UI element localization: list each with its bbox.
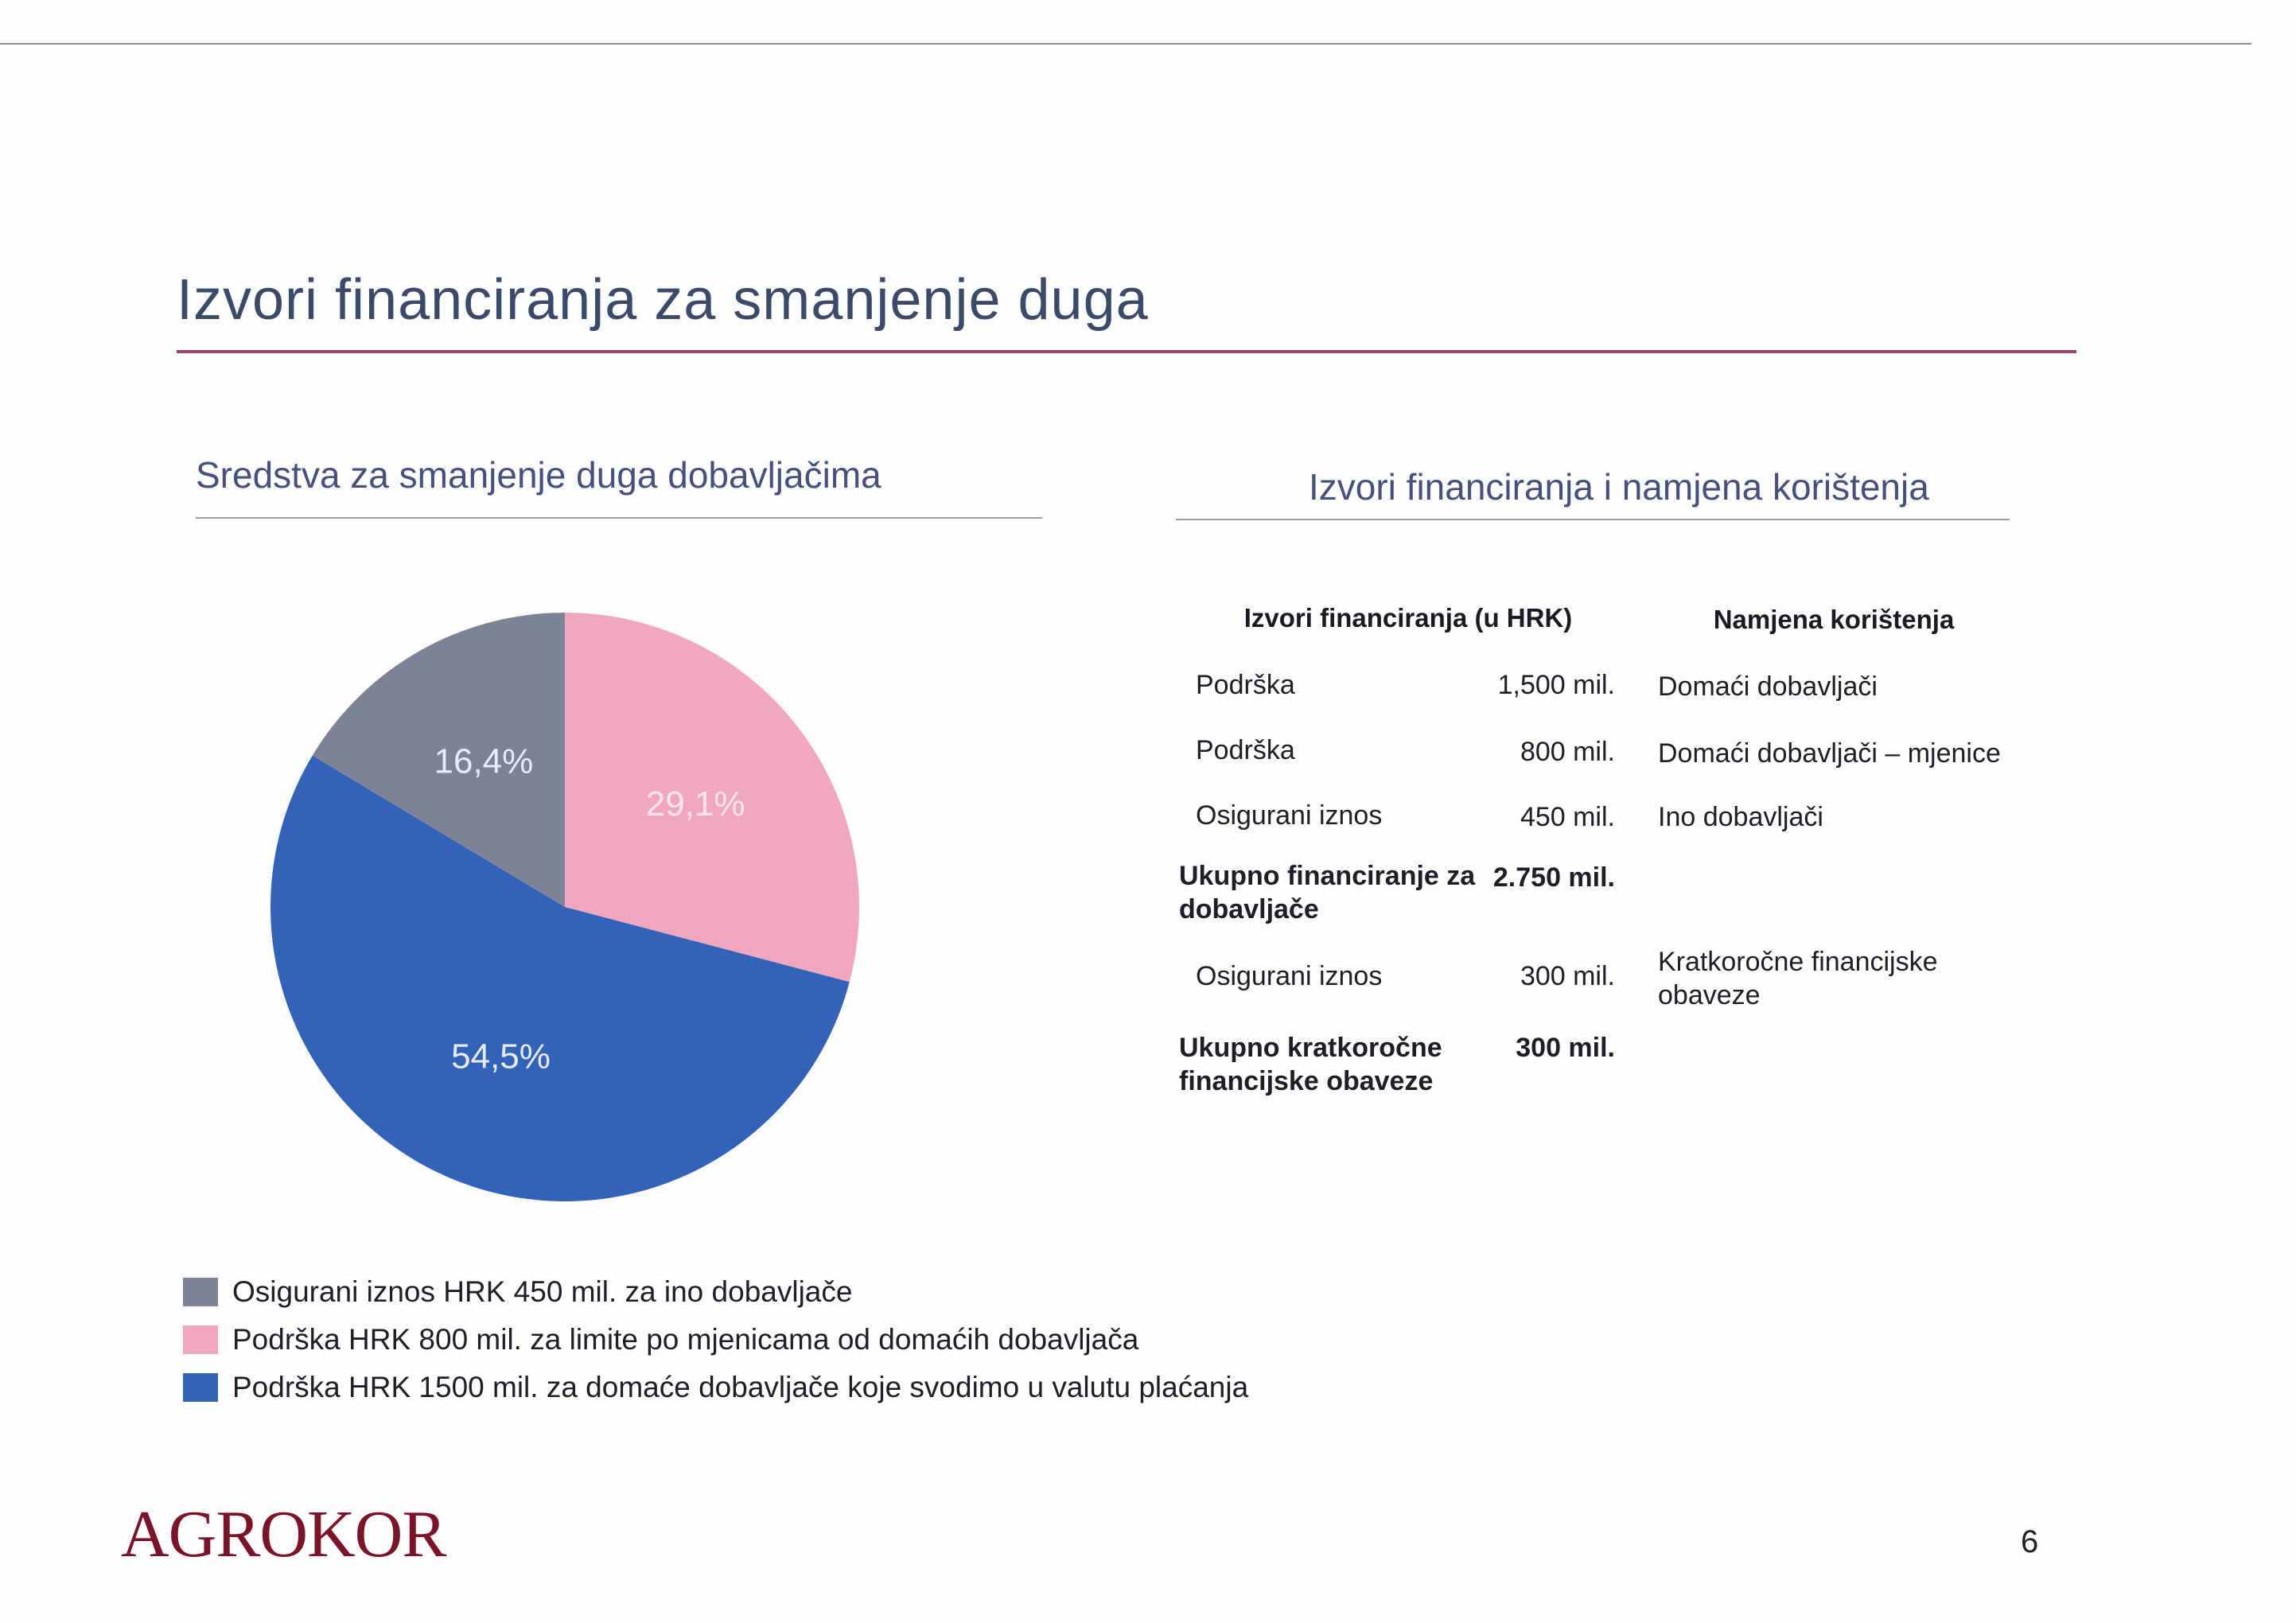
row-amount: 1,500 mil. bbox=[1497, 670, 1615, 700]
slice-label-pink: 29,1% bbox=[646, 784, 745, 823]
row-label: Osigurani iznos bbox=[1196, 961, 1383, 991]
table-section-title: Izvori financiranja i namjena korištenja bbox=[1309, 466, 1929, 508]
table-section-rule bbox=[1176, 519, 2010, 520]
pie-slice bbox=[270, 755, 850, 1202]
pie-section-title: Sredstva za smanjenje duga dobavljačima bbox=[196, 454, 881, 496]
table-header-sources: Izvori financiranja (u HRK) bbox=[1243, 603, 1573, 632]
legend-swatch bbox=[183, 1278, 218, 1306]
legend-label: Podrška HRK 1500 mil. za domaće dobavlja… bbox=[232, 1371, 1249, 1403]
legend-label: Osigurani iznos HRK 450 mil. za ino doba… bbox=[232, 1275, 853, 1308]
agrokor-logo: AGROKOR bbox=[121, 1497, 446, 1571]
pie-slice bbox=[565, 613, 859, 983]
row-total-label: Ukupno kratkoročne financijske obaveze bbox=[1179, 1033, 1442, 1096]
row-purpose: Domaći dobavljači bbox=[1658, 671, 1878, 702]
slice-label-grey: 16,4% bbox=[434, 741, 534, 780]
title-rule bbox=[177, 350, 2076, 353]
row-label: Podrška bbox=[1196, 735, 1295, 765]
pie-section-rule bbox=[196, 517, 1042, 519]
pie-chart: 29,1% 54,5% 16,4% bbox=[270, 613, 859, 1202]
pie-legend: Osigurani iznos HRK 450 mil. za ino doba… bbox=[183, 1268, 1248, 1411]
top-rule bbox=[0, 43, 2251, 45]
row-amount: 800 mil. bbox=[1520, 737, 1615, 767]
row-amount: 300 mil. bbox=[1520, 961, 1615, 991]
row-purpose: Domaći dobavljači – mjenice bbox=[1658, 738, 2001, 769]
row-amount: 450 mil. bbox=[1520, 802, 1615, 832]
legend-item: Osigurani iznos HRK 450 mil. za ino doba… bbox=[183, 1268, 1248, 1316]
slice-label-blue: 54,5% bbox=[451, 1037, 551, 1076]
legend-label: Podrška HRK 800 mil. za limite po mjenic… bbox=[232, 1323, 1139, 1356]
legend-swatch bbox=[183, 1325, 218, 1354]
page-title: Izvori financiranja za smanjenje duga bbox=[177, 268, 1149, 332]
row-total-label: Ukupno financiranje za dobavljače bbox=[1179, 861, 1476, 924]
row-total-amount: 2.750 mil. bbox=[1492, 862, 1615, 893]
table-header-purpose: Namjena korištenja bbox=[1713, 605, 1955, 634]
legend-item: Podrška HRK 800 mil. za limite po mjenic… bbox=[183, 1316, 1248, 1364]
legend-swatch bbox=[183, 1373, 218, 1402]
legend-item: Podrška HRK 1500 mil. za domaće dobavlja… bbox=[183, 1364, 1248, 1411]
row-purpose: Ino dobavljači bbox=[1658, 802, 1823, 832]
pie-slice bbox=[312, 613, 565, 907]
row-purpose: Kratkoročne financijske obaveze bbox=[1658, 947, 1938, 1010]
row-label: Podrška bbox=[1196, 670, 1295, 700]
row-label: Osigurani iznos bbox=[1196, 800, 1383, 831]
row-total-amount: 300 mil. bbox=[1516, 1033, 1615, 1063]
page-number: 6 bbox=[2021, 1524, 2039, 1559]
